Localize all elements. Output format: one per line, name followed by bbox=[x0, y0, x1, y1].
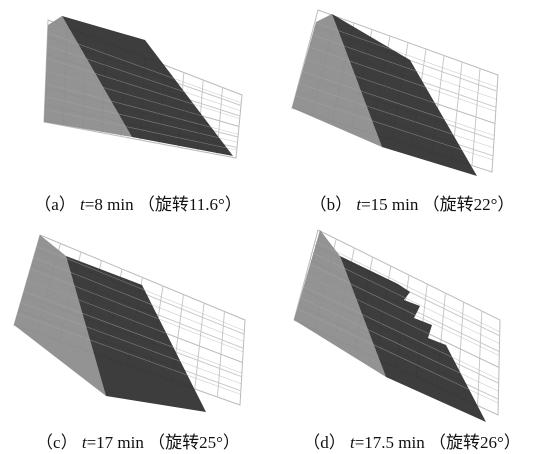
caption-label: （c） bbox=[36, 433, 78, 452]
caption-note: （旋转25°） bbox=[148, 433, 240, 452]
caption: （d） t=17.5 min （旋转26°） bbox=[303, 428, 521, 453]
caption-label: （a） bbox=[34, 195, 76, 214]
caption-time: =15 min bbox=[361, 195, 418, 214]
caption-note: （旋转22°） bbox=[423, 195, 515, 214]
caption-time: =17.5 min bbox=[355, 433, 425, 452]
caption-label: （d） bbox=[303, 433, 346, 452]
caption: （c） t=17 min （旋转25°） bbox=[36, 428, 240, 453]
panels bbox=[0, 0, 537, 454]
caption-time: =17 min bbox=[87, 433, 144, 452]
caption-note: （旋转11.6°） bbox=[138, 195, 242, 214]
figure: （a） t=8 min （旋转11.6°） （b） t=15 min （旋转22… bbox=[0, 0, 537, 454]
caption: （a） t=8 min （旋转11.6°） bbox=[34, 190, 242, 215]
caption-note: （旋转26°） bbox=[429, 433, 521, 452]
caption-time: =8 min bbox=[85, 195, 134, 214]
caption: （b） t=15 min （旋转22°） bbox=[310, 190, 515, 215]
caption-label: （b） bbox=[310, 195, 353, 214]
